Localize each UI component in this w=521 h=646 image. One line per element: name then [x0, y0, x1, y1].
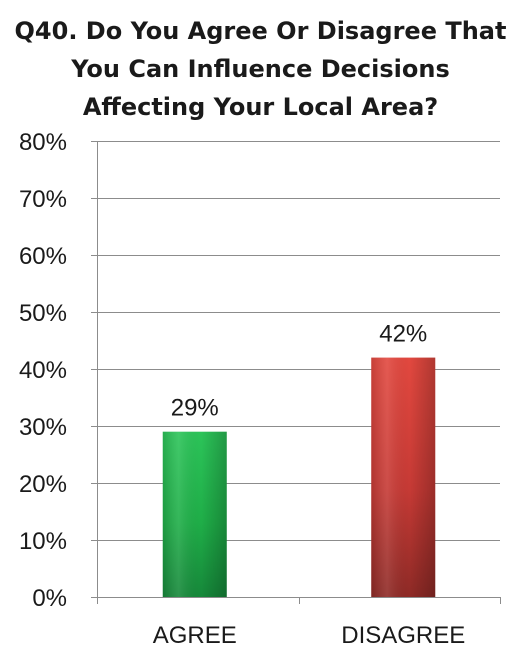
bar-shading-disagree	[371, 357, 436, 597]
y-tick-label: 50%	[19, 300, 67, 327]
bars	[162, 357, 436, 597]
y-tick-label: 20%	[19, 471, 67, 498]
chart-title-line-3: Affecting Your Local Area?	[82, 93, 439, 121]
y-tick-label: 10%	[19, 528, 67, 555]
category-label-disagree: DISAGREE	[341, 622, 465, 646]
chart-title: Q40. Do You Agree Or Disagree That You C…	[0, 12, 521, 126]
chart-title-line-1: Q40. Do You Agree Or Disagree That	[14, 17, 507, 45]
bar-shading-agree	[162, 431, 227, 597]
y-tick-label: 70%	[19, 186, 67, 213]
y-axis-tick-labels: 0% 10% 20% 30% 40% 50% 60% 70% 80%	[19, 129, 67, 612]
y-tick-label: 40%	[19, 357, 67, 384]
data-label-agree: 29%	[171, 395, 219, 422]
gridlines	[97, 141, 500, 541]
chart-title-line-2: You Can Influence Decisions	[71, 55, 450, 83]
y-tick-label: 80%	[19, 129, 67, 156]
data-labels: 29% 42%	[171, 321, 428, 422]
data-label-disagree: 42%	[379, 321, 427, 348]
category-label-agree: AGREE	[153, 622, 237, 646]
axes	[91, 141, 501, 604]
x-axis-category-labels: AGREE DISAGREE	[153, 622, 466, 646]
y-tick-label: 0%	[32, 585, 67, 612]
y-tick-label: 60%	[19, 243, 67, 270]
y-tick-label: 30%	[19, 414, 67, 441]
